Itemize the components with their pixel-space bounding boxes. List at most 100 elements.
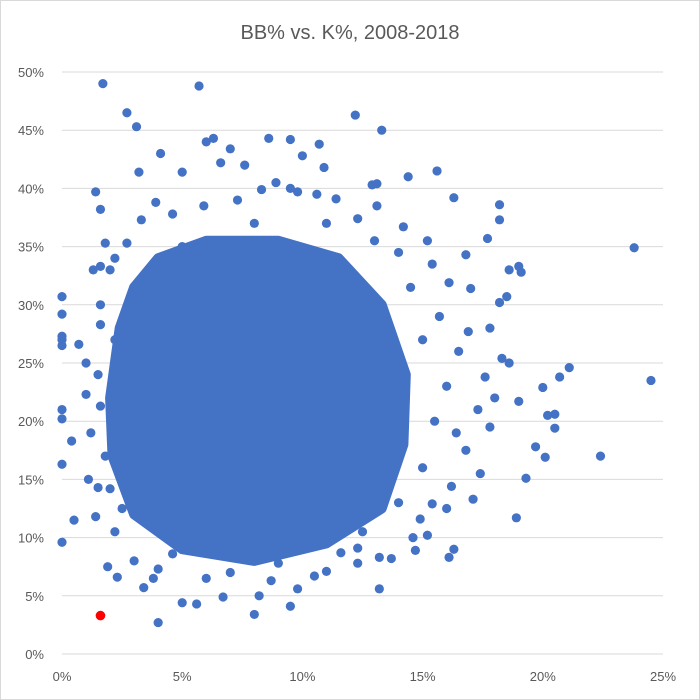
data-point	[129, 556, 139, 566]
data-point	[451, 428, 461, 438]
data-point	[201, 573, 211, 583]
data-point	[372, 179, 382, 189]
data-point	[285, 601, 295, 611]
data-point	[98, 79, 108, 89]
data-point	[393, 247, 404, 258]
data-point	[393, 498, 404, 508]
data-point	[434, 311, 445, 322]
data-point	[374, 552, 384, 562]
data-point	[321, 566, 332, 576]
data-point	[95, 319, 106, 330]
data-point	[57, 331, 67, 341]
y-tick-label: 10%	[18, 531, 44, 546]
y-tick-label: 15%	[18, 472, 44, 487]
data-point	[427, 499, 437, 509]
data-point	[95, 204, 106, 214]
data-point	[446, 481, 457, 491]
x-tick-label: 20%	[530, 669, 556, 684]
data-point	[67, 436, 77, 446]
data-point	[57, 404, 67, 415]
data-point	[353, 558, 363, 568]
data-point	[95, 401, 106, 411]
data-point	[100, 451, 110, 461]
data-point	[57, 459, 67, 469]
data-point	[95, 300, 106, 310]
data-point	[153, 617, 163, 628]
data-point	[444, 552, 454, 562]
data-point	[249, 218, 259, 228]
data-point	[167, 209, 178, 219]
data-point	[502, 292, 512, 302]
data-point	[540, 452, 550, 462]
data-point	[427, 259, 437, 269]
data-point	[350, 110, 360, 120]
data-point	[475, 468, 485, 479]
data-point	[201, 137, 211, 147]
data-point	[148, 573, 158, 583]
data-point	[218, 592, 228, 602]
x-tick-label: 0%	[53, 669, 72, 684]
data-point	[442, 503, 452, 514]
data-point	[595, 451, 606, 461]
data-point	[449, 193, 459, 203]
data-point	[105, 265, 115, 275]
data-point	[331, 194, 341, 204]
y-tick-label: 5%	[25, 589, 44, 604]
y-tick-label: 0%	[25, 647, 44, 662]
x-tick-label: 15%	[410, 669, 436, 684]
y-tick-label: 30%	[18, 298, 44, 313]
data-point	[167, 549, 178, 559]
data-point	[564, 363, 574, 373]
data-point	[408, 533, 418, 543]
y-tick-label: 25%	[18, 356, 44, 371]
data-point	[57, 537, 67, 547]
data-point	[105, 484, 115, 494]
data-point	[646, 375, 656, 386]
data-point	[480, 372, 490, 382]
data-point	[422, 236, 433, 246]
data-point	[629, 243, 639, 253]
data-point	[485, 422, 495, 432]
data-point	[122, 238, 132, 248]
data-point	[377, 125, 387, 135]
data-point	[463, 326, 473, 337]
data-point	[468, 494, 478, 504]
data-point	[410, 545, 420, 556]
data-point	[530, 442, 541, 452]
data-point	[494, 297, 505, 308]
data-point	[225, 144, 235, 154]
data-point	[110, 527, 120, 537]
data-point	[473, 404, 483, 415]
data-point	[521, 473, 531, 483]
data-point	[442, 381, 452, 391]
data-point	[153, 564, 163, 574]
data-point	[93, 482, 103, 493]
data-point	[292, 187, 303, 197]
data-point	[271, 177, 281, 188]
x-axis-ticks: 0% 5% 10% 15% 20% 25%	[53, 669, 677, 684]
data-point	[353, 543, 363, 553]
data-point	[292, 584, 303, 594]
data-point	[57, 414, 67, 424]
data-point	[91, 512, 101, 522]
data-point	[432, 166, 442, 176]
data-point	[74, 339, 84, 349]
data-point	[112, 572, 122, 582]
x-tick-label: 25%	[650, 669, 676, 684]
data-point	[69, 515, 79, 525]
data-point	[538, 382, 548, 393]
data-point	[336, 548, 346, 558]
data-point	[256, 184, 267, 195]
data-point	[504, 265, 514, 275]
x-tick-label: 5%	[173, 669, 192, 684]
data-point	[372, 201, 382, 211]
data-point	[285, 134, 295, 145]
data-point	[466, 283, 476, 294]
data-point	[504, 358, 514, 368]
data-point	[232, 195, 243, 205]
data-point	[485, 323, 495, 333]
data-point	[550, 423, 560, 433]
data-point	[177, 167, 187, 177]
data-point	[418, 463, 428, 473]
data-point	[136, 215, 146, 225]
